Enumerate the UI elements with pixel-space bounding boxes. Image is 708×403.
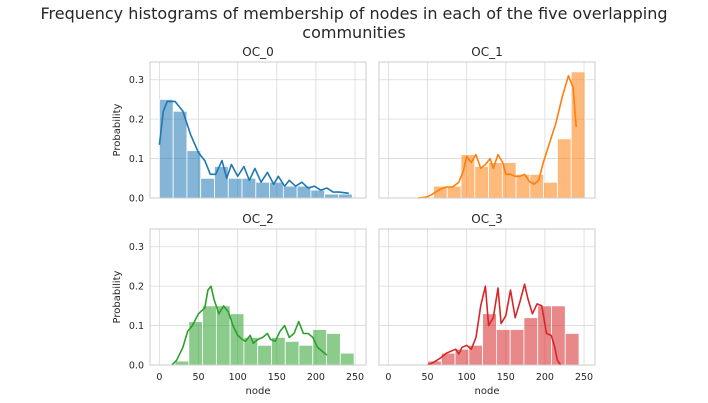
x-tick-label: 200 xyxy=(536,372,554,383)
panel-frame xyxy=(149,228,367,366)
histogram-bar xyxy=(543,181,558,199)
histogram-bar xyxy=(269,181,284,199)
histogram-bar xyxy=(257,344,272,366)
histogram-bar xyxy=(529,173,545,199)
histogram-bar xyxy=(446,185,462,199)
y-tick-label: 0.0 xyxy=(129,194,144,205)
y-tick-label: 0.3 xyxy=(129,242,144,253)
histogram-bar xyxy=(271,337,286,366)
histogram-bar xyxy=(557,138,572,199)
y-axis-label: Probability xyxy=(112,270,123,323)
panel-oc-1: OC_1 xyxy=(378,45,596,199)
histogram-bar xyxy=(339,352,355,366)
histogram-bar xyxy=(326,333,341,366)
x-tick-label: 150 xyxy=(497,372,515,383)
histogram-bar xyxy=(241,177,257,199)
x-tick-label: 100 xyxy=(458,372,476,383)
histogram-bar xyxy=(186,150,202,199)
x-tick-label: 0 xyxy=(156,372,162,383)
panel-title: OC_3 xyxy=(471,212,502,226)
panel-title: OC_1 xyxy=(471,45,502,59)
histogram-bar xyxy=(338,193,353,199)
kde-line xyxy=(417,75,577,199)
panel-oc-2: OC_2 0.0 0.1 0.2 0.3 Probability 0 50 100 150 200 2… xyxy=(112,212,367,397)
histogram-bar xyxy=(551,305,566,366)
kde-line xyxy=(158,100,349,195)
kde-line xyxy=(427,283,562,366)
histogram-bar xyxy=(282,185,298,199)
histogram-bar xyxy=(200,177,215,199)
histogram-bar xyxy=(172,110,188,199)
y-axis-label: Probability xyxy=(112,103,123,156)
panel-oc-0: OC_0 0.0 0.1 0.2 0.3 Probability xyxy=(112,45,367,205)
y-tick-label: 0.0 xyxy=(129,361,144,372)
x-tick-label: 50 xyxy=(192,372,204,383)
x-tick-label: 250 xyxy=(575,372,593,383)
panel-title: OC_0 xyxy=(242,45,273,59)
histogram-bar xyxy=(227,177,243,199)
panel-frame xyxy=(378,61,596,199)
histogram-bar xyxy=(509,329,525,366)
x-axis-label: node xyxy=(246,386,271,397)
panel-title: OC_2 xyxy=(242,212,273,226)
figure-title: Frequency histograms of membership of no… xyxy=(40,4,668,42)
histogram-bar xyxy=(158,99,174,199)
histogram-bar xyxy=(284,340,300,366)
histogram-bar xyxy=(523,317,539,366)
histogram-bar xyxy=(564,333,580,366)
kde-line xyxy=(171,285,328,366)
x-tick-label: 150 xyxy=(268,372,286,383)
histogram-bar xyxy=(495,329,511,366)
histogram-bar xyxy=(324,193,339,199)
histogram-bar xyxy=(312,329,327,366)
histogram-bar xyxy=(298,344,314,366)
x-tick-label: 250 xyxy=(346,372,364,383)
x-tick-label: 0 xyxy=(385,372,391,383)
histogram-bar xyxy=(474,166,489,199)
panel-oc-3: OC_3 0 50 100 150 200 250 node xyxy=(378,212,596,397)
histogram-bar xyxy=(215,305,231,366)
histogram-bar xyxy=(202,305,217,366)
y-tick-label: 0.2 xyxy=(129,115,144,126)
y-tick-label: 0.1 xyxy=(129,154,144,165)
x-tick-label: 100 xyxy=(229,372,247,383)
histogram-bar xyxy=(482,313,497,366)
y-tick-label: 0.2 xyxy=(129,282,144,293)
histogram-bar xyxy=(255,181,270,199)
x-tick-label: 50 xyxy=(421,372,433,383)
histogram-bar xyxy=(310,189,326,199)
y-tick-label: 0.1 xyxy=(129,321,144,332)
y-tick-label: 0.3 xyxy=(129,75,144,86)
panel-frame xyxy=(149,61,367,199)
histogram-bar xyxy=(174,360,190,366)
panel-frame xyxy=(378,228,596,366)
histogram-bar xyxy=(488,162,503,199)
x-tick-label: 200 xyxy=(307,372,325,383)
x-axis-label: node xyxy=(475,386,500,397)
